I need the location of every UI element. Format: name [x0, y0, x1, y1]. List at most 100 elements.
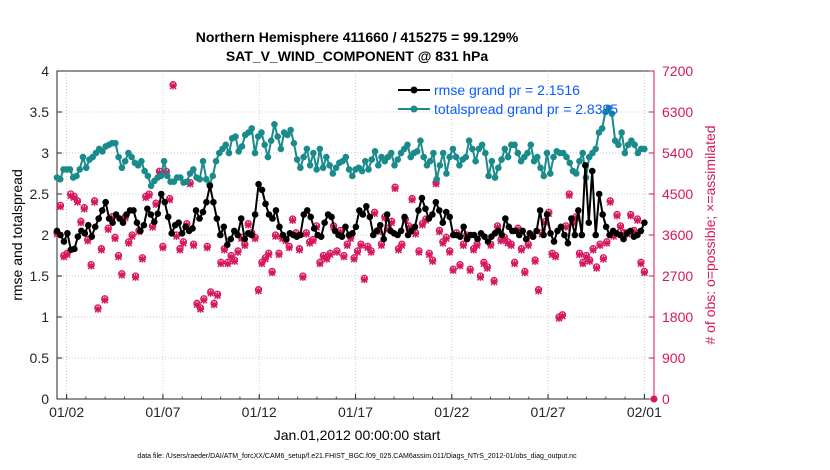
totalspread-point [147, 182, 155, 190]
rmse-point [144, 205, 151, 213]
rmse-point [147, 211, 155, 218]
obs-assimilated-point [80, 205, 88, 213]
obs-assimilated-point [200, 296, 208, 304]
x-tick-label: 01/17 [338, 404, 373, 420]
obs-assimilated-point [589, 246, 597, 254]
rmse-point [588, 167, 596, 175]
obs-assimilated-point [634, 216, 642, 224]
obs-assimilated-point [425, 251, 433, 259]
rmse-point [210, 198, 217, 206]
totalspread-point [73, 172, 80, 180]
rmse-point [241, 235, 248, 243]
rmse-point [224, 241, 231, 249]
totalspread-point [615, 141, 622, 149]
totalspread-point [533, 153, 541, 161]
x-tick-label: 01/07 [145, 404, 180, 420]
rmse-point [592, 231, 600, 239]
rmse-point [627, 227, 634, 235]
obs-assimilated-point [459, 241, 467, 249]
x-tick-label: 01/02 [49, 404, 84, 420]
obs-assimilated-point [214, 292, 222, 300]
totalspread-point [449, 145, 457, 153]
rmse-point [217, 231, 224, 239]
totalspread-point [225, 149, 233, 157]
legend-spread-label: totalspread grand pr = 2.8395 [434, 101, 618, 117]
rmse-point [637, 227, 645, 235]
totalspread-point [303, 145, 311, 153]
y-left-tick-label: 2 [41, 227, 49, 243]
rmse-point [154, 210, 162, 217]
rmse-point [227, 235, 235, 243]
obs-assimilated-point [309, 237, 317, 245]
rmse-point [98, 207, 106, 214]
rmse-point [234, 231, 242, 239]
obs-assimilated-point [179, 239, 187, 247]
rmse-point [133, 219, 141, 226]
totalspread-point [550, 153, 557, 161]
totalspread-point [118, 164, 126, 172]
rmse-point [585, 219, 593, 226]
obs-assimilated-point [152, 200, 160, 208]
rmse-point [366, 213, 374, 221]
rmse-point [352, 223, 360, 231]
totalspread-point [290, 139, 298, 147]
rmse-point [578, 231, 586, 239]
rmse-point [157, 190, 165, 198]
totalspread-point [524, 149, 531, 157]
rmse-point [481, 233, 488, 240]
obs-assimilated-point [558, 312, 566, 320]
totalspread-point [76, 166, 84, 173]
rmse-point [529, 233, 537, 240]
obs-assimilated-point [603, 239, 611, 247]
totalspread-point [420, 153, 428, 161]
rmse-point [432, 198, 440, 206]
obs-assimilated-point [552, 253, 560, 261]
obs-assimilated-point [599, 255, 607, 263]
totalspread-point [297, 164, 304, 172]
rmse-point [199, 208, 207, 216]
rmse-point [568, 215, 575, 222]
obs-assimilated-point [159, 244, 167, 252]
y-axis-right: 0 900 1800 2700 3600 4500 5400 6300 7200 [649, 63, 693, 407]
totalspread-point [446, 153, 453, 161]
rmse-series [53, 162, 648, 254]
obs-assimilated-point [101, 296, 109, 304]
rmse-point [571, 231, 579, 239]
obs-assimilated-point [333, 248, 341, 256]
obs-assimilated-point [77, 219, 85, 227]
totalspread-point [183, 178, 191, 185]
totalspread-point [160, 157, 168, 165]
rmse-point [317, 233, 325, 240]
totalspread-point [342, 153, 350, 161]
totalspread-point [271, 121, 278, 128]
obs-assimilated-point [73, 198, 81, 206]
rmse-point [161, 198, 169, 206]
totalspread-point [293, 156, 301, 163]
obs-assimilated-point [350, 255, 358, 263]
obs-assimilated-point [207, 289, 215, 297]
totalspread-point [514, 149, 522, 157]
totalspread-point [248, 125, 256, 132]
y-right-tick-label: 900 [662, 350, 686, 366]
totalspread-point [326, 162, 333, 169]
rmse-point [456, 233, 464, 240]
rmse-point [60, 238, 68, 245]
obs-assimilated-point [435, 228, 443, 236]
totalspread-point [157, 172, 165, 180]
totalspread-point [277, 145, 285, 153]
y-left-tick-label: 1.5 [30, 268, 50, 284]
obs-assimilated-point [490, 278, 498, 286]
obs-assimilated-point [295, 246, 303, 254]
totalspread-point [436, 162, 444, 169]
rmse-point [436, 207, 443, 214]
obs-assimilated-point [265, 251, 273, 259]
rmse-point [550, 238, 558, 245]
rmse-point [349, 230, 356, 237]
obs-assimilated-point [531, 257, 539, 265]
obs-assimilated-point [217, 260, 225, 268]
obs-assimilated-point [326, 251, 334, 259]
obs-assimilated-point [408, 196, 416, 204]
totalspread-point [144, 172, 152, 180]
obs-assimilated-point [220, 246, 228, 254]
totalspread-point [189, 166, 197, 173]
